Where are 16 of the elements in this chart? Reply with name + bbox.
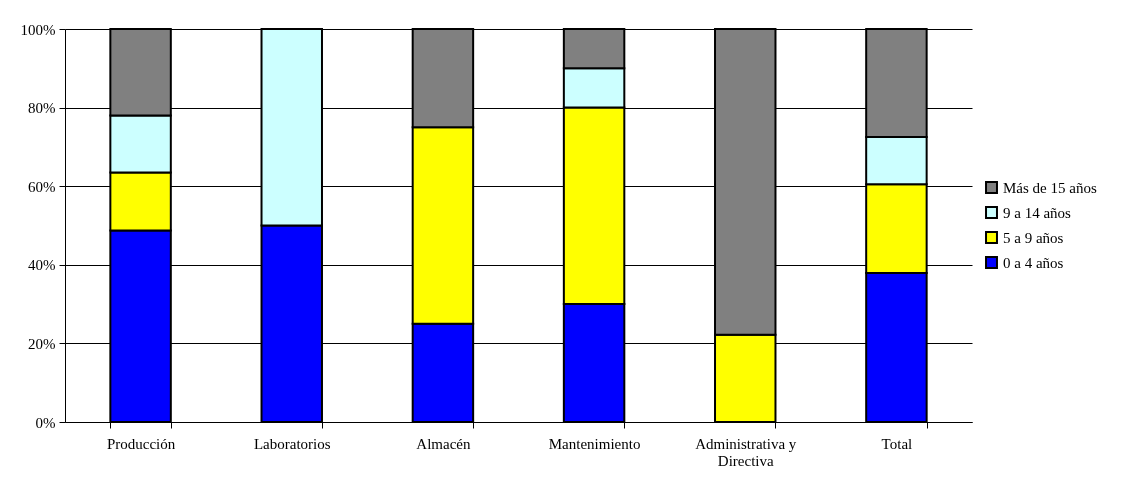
x-tick-label: Almacén bbox=[416, 435, 471, 452]
y-tick-label: 20% bbox=[28, 335, 56, 352]
x-tick-label: Total bbox=[881, 435, 913, 452]
y-tick-label: 100% bbox=[20, 21, 56, 38]
legend-label: 9 a 14 años bbox=[1003, 204, 1072, 221]
y-tick-label: 60% bbox=[28, 178, 56, 195]
y-tick-label: 0% bbox=[35, 414, 56, 431]
x-tick-label: Administrativa y Directiva bbox=[695, 435, 797, 469]
legend-label: 5 a 9 años bbox=[1003, 229, 1064, 246]
legend-label: 0 a 4 años bbox=[1003, 254, 1064, 271]
x-tick-label: Producción bbox=[106, 435, 176, 452]
y-tick-label: 40% bbox=[28, 257, 56, 274]
legend-label: Más de 15 años bbox=[1003, 179, 1097, 196]
y-tick-label: 80% bbox=[28, 100, 56, 117]
x-tick-label: Mantenimiento bbox=[548, 435, 641, 452]
x-tick-label: Laboratorios bbox=[253, 435, 331, 452]
